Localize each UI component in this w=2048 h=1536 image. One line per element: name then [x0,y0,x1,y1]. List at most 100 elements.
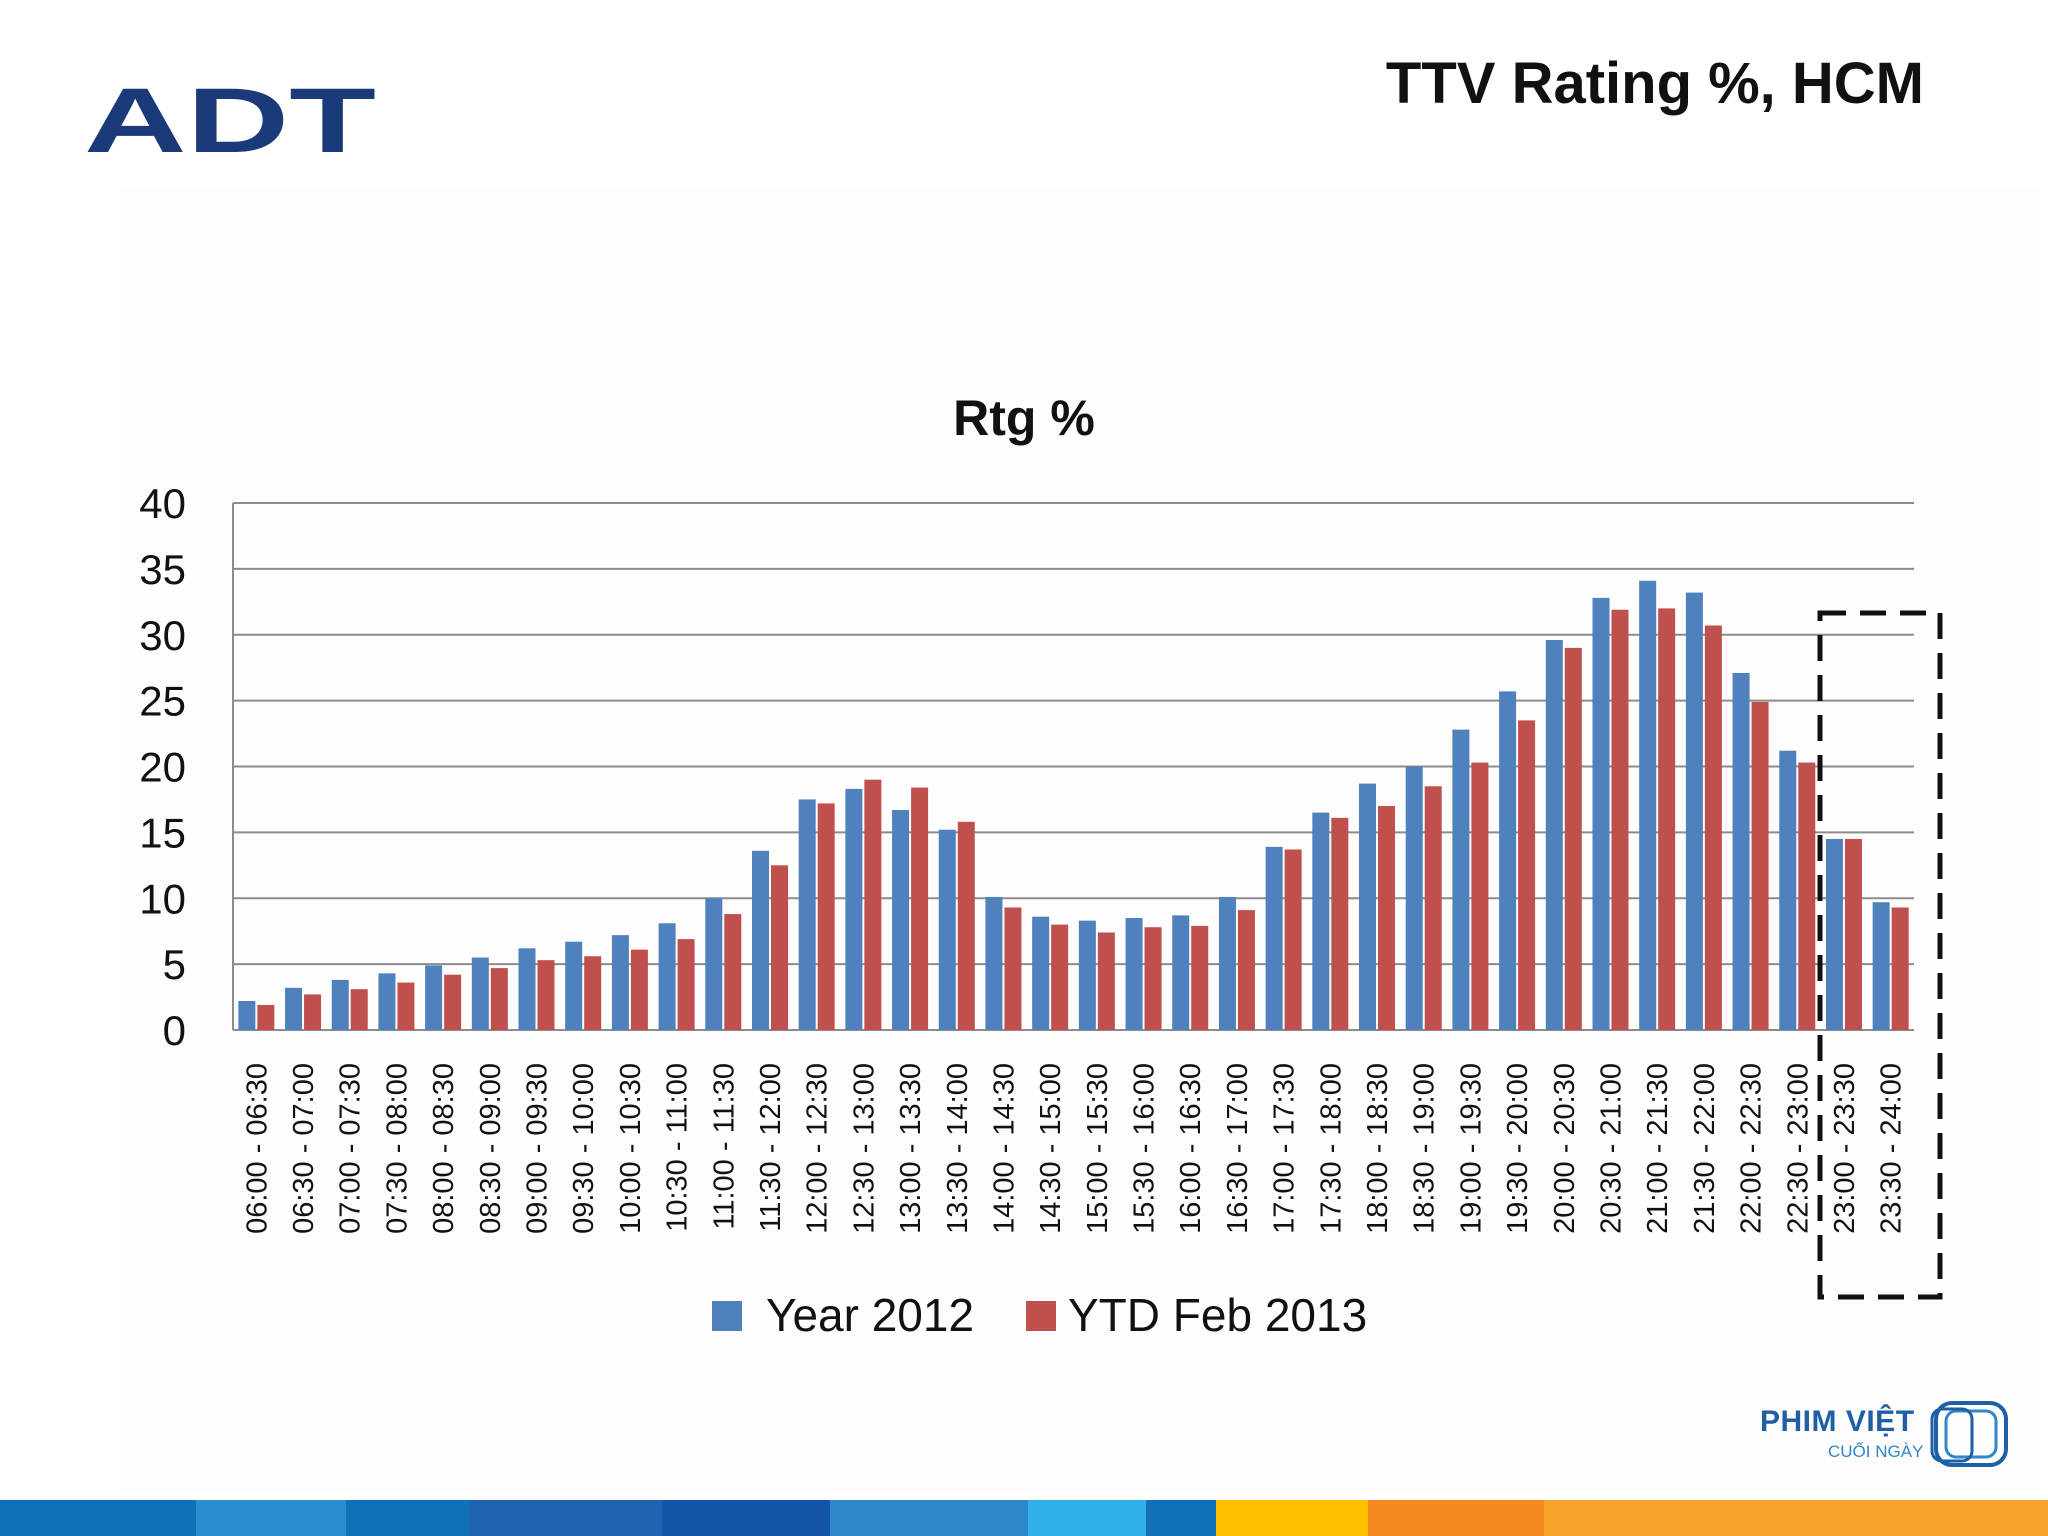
bar-year-2012 [1545,640,1563,1030]
x-tick-label: 11:30 - 12:00 [755,1063,787,1232]
x-tick-label: 11:00 - 11:30 [708,1063,740,1230]
bar-year-2012 [238,1001,256,1030]
tv-icon-outer [1934,1401,2008,1467]
footer-color-segment [830,1500,1028,1536]
bar-ytd-feb-2013 [1237,910,1255,1030]
footer-color-segment [0,1500,196,1536]
x-tick-label: 16:00 - 16:30 [1175,1063,1207,1234]
y-tick-label: 25 [139,678,186,725]
bar-year-2012 [938,829,956,1030]
x-tick-label: 18:30 - 19:00 [1409,1063,1441,1234]
bar-ytd-feb-2013 [1891,907,1909,1030]
y-tick-label: 30 [139,612,186,659]
bar-ytd-feb-2013 [1518,720,1536,1030]
bar-ytd-feb-2013 [304,994,322,1030]
bar-ytd-feb-2013 [444,974,462,1030]
y-tick-label: 20 [139,744,186,791]
x-tick-label: 14:00 - 14:30 [988,1063,1020,1234]
bar-ytd-feb-2013 [1611,609,1629,1030]
x-tick-label: 14:30 - 15:00 [1035,1063,1067,1234]
footer-color-segment [1544,1500,2048,1536]
bar-ytd-feb-2013 [957,821,975,1030]
bar-ytd-feb-2013 [1004,907,1022,1030]
y-tick-label: 15 [139,809,186,856]
bar-year-2012 [425,965,443,1030]
footer-color-segment [196,1500,346,1536]
bar-year-2012 [1825,838,1843,1030]
bar-year-2012 [1218,896,1236,1030]
x-tick-label: 15:30 - 16:00 [1129,1063,1161,1234]
footer-color-bar [0,1500,2048,1536]
x-tick-label: 07:00 - 07:30 [335,1063,367,1234]
x-tick-label: 20:00 - 20:30 [1549,1063,1581,1234]
bar-ytd-feb-2013 [770,865,788,1030]
bar-ytd-feb-2013 [1331,817,1349,1030]
bar-ytd-feb-2013 [864,779,882,1030]
x-tick-label: 13:30 - 14:00 [942,1063,974,1234]
bar-year-2012 [1078,920,1096,1030]
bar-ytd-feb-2013 [1284,849,1302,1030]
bar-year-2012 [331,979,349,1030]
bar-year-2012 [751,850,769,1030]
bar-year-2012 [798,799,816,1030]
x-tick-label: 19:30 - 20:00 [1502,1063,1534,1234]
x-tick-label: 08:30 - 09:00 [475,1063,507,1234]
bar-ytd-feb-2013 [1191,925,1209,1030]
bar-ytd-feb-2013 [1424,786,1442,1030]
bar-ytd-feb-2013 [1844,838,1862,1030]
y-tick-label: 5 [163,941,186,988]
highlight-box [1817,610,1943,1300]
tv-icon-back [1930,1407,1974,1463]
x-tick-label: 16:30 - 17:00 [1222,1063,1254,1234]
x-tick-label: 09:30 - 10:00 [568,1063,600,1234]
footer-color-segment [470,1500,662,1536]
bar-ytd-feb-2013 [630,949,648,1030]
x-tick-label: 12:30 - 13:00 [848,1063,880,1234]
x-axis-tick-labels: 06:00 - 06:30 06:30 - 07:00 07:00 - 07:30 0… [241,1063,1907,1234]
bar-year-2012 [845,788,863,1030]
bar-ytd-feb-2013 [1564,647,1582,1030]
bar-ytd-feb-2013 [1751,701,1769,1030]
bar-ytd-feb-2013 [1051,924,1069,1030]
x-tick-label: 13:00 - 13:30 [895,1063,927,1234]
footer-color-segment [1028,1500,1146,1536]
x-tick-label: 21:00 - 21:30 [1642,1063,1674,1234]
x-tick-label: 08:00 - 08:30 [428,1063,460,1234]
bar-ytd-feb-2013 [537,960,555,1030]
chart-title: Rtg % [953,390,1095,446]
bar-year-2012 [1125,918,1143,1030]
bar-ytd-feb-2013 [677,939,695,1030]
legend-swatch-ytd-feb-2013 [1026,1301,1056,1331]
y-tick-label: 35 [139,546,186,593]
adt-logo-text: ADT [84,82,376,162]
x-tick-label: 09:00 - 09:30 [522,1063,554,1234]
bar-year-2012 [471,957,489,1030]
brand-tagline: CUỐI NGÀY [1828,1442,1924,1461]
bar-ytd-feb-2013 [911,787,929,1030]
brand-name: PHIM VIỆT [1760,1405,1915,1438]
bar-year-2012 [1452,729,1470,1030]
legend-label-year-2012: Year 2012 [766,1289,974,1341]
bar-ytd-feb-2013 [397,982,415,1030]
bar-ytd-feb-2013 [1144,927,1162,1030]
bar-ytd-feb-2013 [1097,932,1115,1030]
bar-ytd-feb-2013 [350,989,368,1030]
bars [238,580,1909,1030]
bar-year-2012 [892,809,910,1030]
bar-ytd-feb-2013 [1704,625,1722,1030]
bar-year-2012 [1685,592,1703,1030]
x-tick-label: 17:00 - 17:30 [1269,1063,1301,1234]
x-tick-label: 06:30 - 07:00 [288,1063,320,1234]
bar-ytd-feb-2013 [817,803,835,1030]
footer-color-segment [1146,1500,1216,1536]
footer-color-segment [1216,1500,1368,1536]
bar-year-2012 [1779,750,1797,1030]
x-tick-label: 20:30 - 21:00 [1595,1063,1627,1234]
x-tick-label: 21:30 - 22:00 [1689,1063,1721,1234]
bar-year-2012 [1172,915,1190,1030]
legend-swatch-year-2012 [712,1301,742,1331]
bar-ytd-feb-2013 [490,968,508,1030]
x-tick-label: 22:00 - 22:30 [1736,1063,1768,1234]
adt-logo: ADT [84,82,376,162]
